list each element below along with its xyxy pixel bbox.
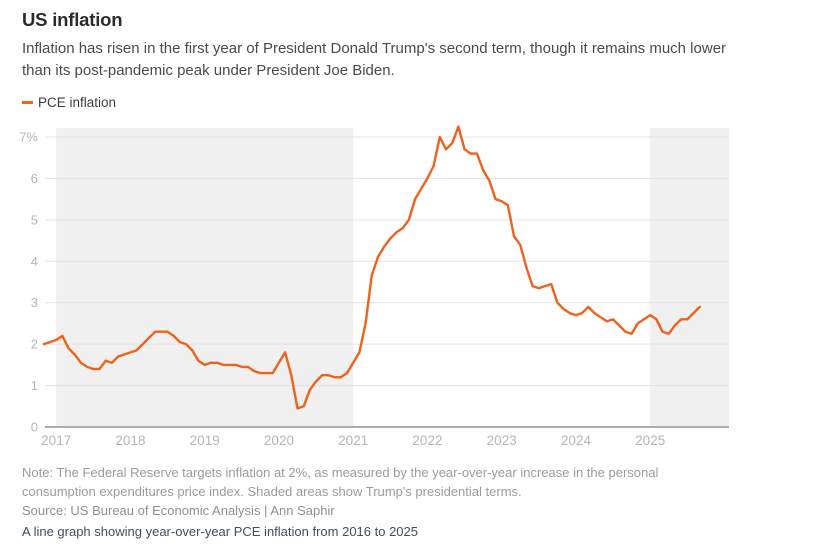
x-axis-label-2017: 2017 <box>41 433 71 448</box>
x-axis-label-2019: 2019 <box>190 433 220 448</box>
shaded-region-trump-first-term <box>56 128 354 427</box>
chart-subtitle: Inflation has risen in the first year of… <box>22 40 727 79</box>
note-text: Note: The Federal Reserve targets inflat… <box>22 465 659 499</box>
legend: PCE inflation <box>22 95 116 110</box>
y-axis-label-1: 1 <box>31 378 38 393</box>
source-text: Source: US Bureau of Economic Analysis |… <box>22 503 335 518</box>
y-axis-label-0: 0 <box>31 420 38 435</box>
pce-inflation-line-chart: 0 1 2 3 4 5 6 7% 2017 2018 2019 2020 2021 2022 2023 202… <box>19 125 729 448</box>
x-axis-label-2025: 2025 <box>635 433 665 448</box>
legend-label: PCE inflation <box>38 95 117 110</box>
x-axis-label-2024: 2024 <box>561 433 592 448</box>
x-axis-label-2021: 2021 <box>338 433 368 448</box>
y-axis-label-5: 5 <box>31 212 38 227</box>
y-axis-label-7: 7% <box>19 129 38 144</box>
x-axis-label-2023: 2023 <box>487 433 517 448</box>
pce-inflation-line <box>42 125 701 410</box>
chart-alt-text: A line graph showing year-over-year PCE … <box>22 524 418 539</box>
page-title: US inflation <box>22 9 123 30</box>
y-axis-label-6: 6 <box>31 171 38 186</box>
x-axis-label-2018: 2018 <box>115 433 145 448</box>
y-axis-label-2: 2 <box>31 337 38 352</box>
y-axis-label-3: 3 <box>31 295 38 310</box>
x-axis-label-2022: 2022 <box>412 433 442 448</box>
y-axis-label-4: 4 <box>31 254 38 269</box>
legend-line-icon <box>22 101 33 104</box>
shaded-region-trump-second-term <box>650 128 729 427</box>
x-axis-label-2020: 2020 <box>264 433 294 448</box>
